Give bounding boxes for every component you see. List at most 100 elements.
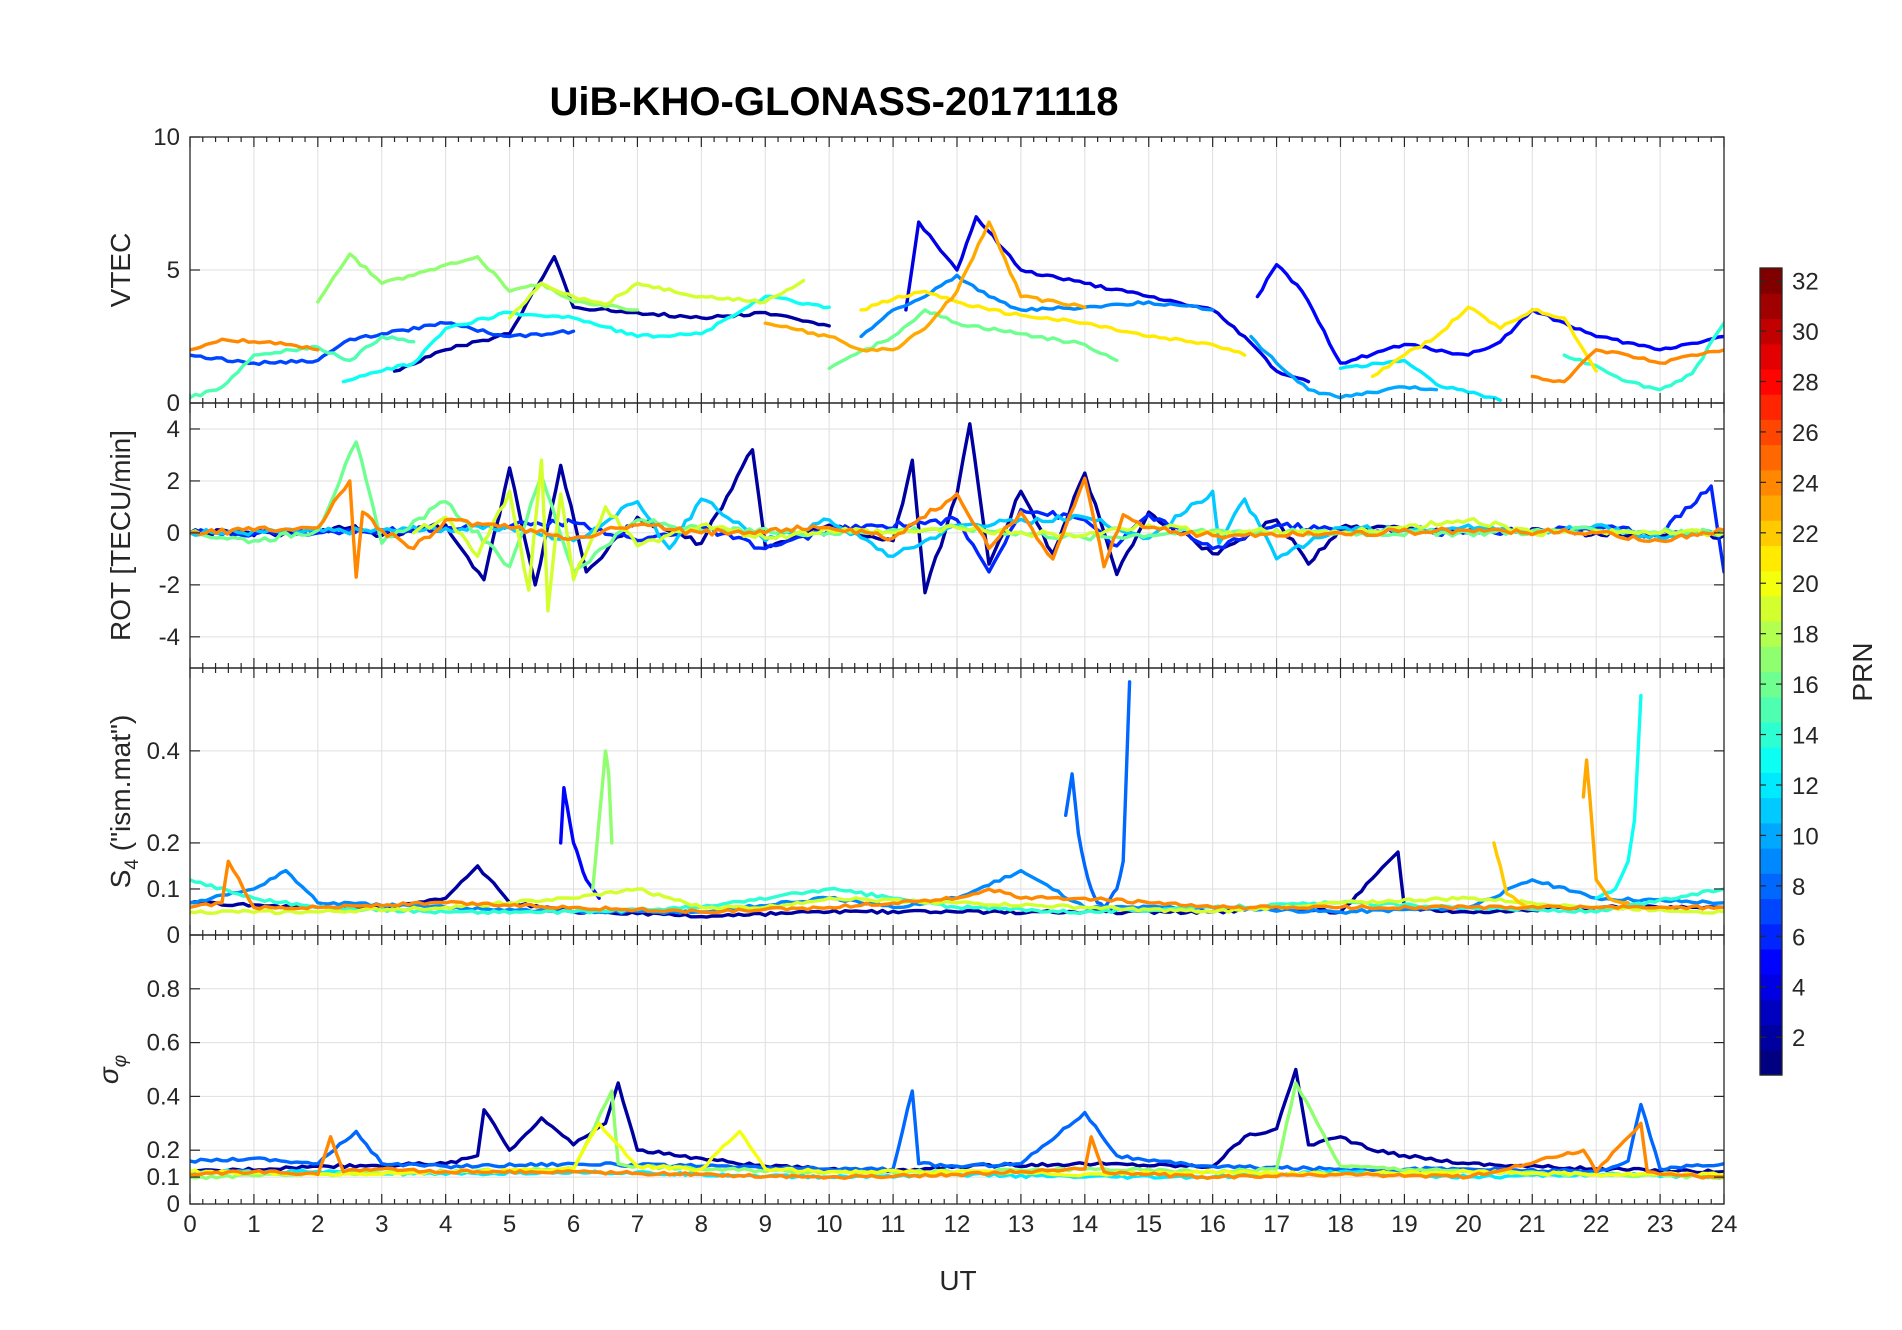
series-prn-13: [341, 294, 831, 384]
colorbar-cell: [1760, 494, 1782, 521]
colorbar-cell: [1760, 268, 1782, 294]
y-tick-label: 10: [153, 124, 180, 151]
colorbar-tick-label: 6: [1792, 924, 1805, 951]
y-tick-label: 0: [167, 520, 180, 547]
colorbar-cell: [1760, 721, 1782, 748]
series-prn-17: [591, 749, 614, 891]
colorbar-tick-label: 24: [1792, 470, 1819, 497]
series-group: [190, 215, 1724, 402]
series-group: [190, 680, 1724, 919]
x-tick-label: 18: [1327, 1211, 1354, 1238]
colorbar-cell: [1760, 923, 1782, 950]
colorbar-cell: [1760, 797, 1782, 824]
series-prn-12: [1338, 358, 1503, 402]
series-prn-13: [1594, 693, 1643, 900]
x-tick-label: 12: [944, 1211, 971, 1238]
colorbar-cell: [1760, 974, 1782, 1000]
series-prn-8: [190, 1089, 1724, 1174]
series-prn-24: [190, 1121, 1724, 1181]
x-tick-label: 19: [1391, 1211, 1418, 1238]
colorbar-cell: [1760, 898, 1782, 925]
colorbar-cell: [1760, 419, 1782, 446]
colorbar-cell: [1760, 343, 1782, 370]
colorbar-cell: [1760, 873, 1782, 900]
series-prn-19: [507, 278, 806, 320]
y-tick-label: 0.6: [147, 1030, 180, 1057]
x-tick-label: 11: [881, 1211, 906, 1238]
colorbar-cell: [1760, 772, 1782, 799]
series-prn-10: [1249, 334, 1439, 400]
y-tick-label: -2: [159, 572, 180, 599]
x-tick-label: 24: [1711, 1211, 1738, 1238]
x-tick-label: 20: [1455, 1211, 1482, 1238]
colorbar-tick-label: 14: [1792, 723, 1819, 750]
x-tick-labels: 0 1 2 3 4 5 6 7 8 9 10 11 12 13 14 15 16 17 18 19 20 21 22 23 24: [183, 1211, 1737, 1238]
y-axis-label: ROT [TECU/min]: [105, 430, 136, 641]
y-tick-label: 0: [167, 1191, 180, 1218]
y-tick-label: 5: [167, 257, 180, 284]
x-tick-label: 4: [439, 1211, 452, 1238]
colorbar-tick-label: 22: [1792, 521, 1819, 548]
colorbar-cell: [1760, 293, 1782, 320]
y-tick-label: 4: [167, 416, 180, 443]
series-prn-4: [904, 215, 1311, 384]
series-prn-11: [190, 489, 1724, 561]
colorbar-cell: [1760, 948, 1782, 975]
panel-2: -4 -2 0 2 4 ROT [TECU/min]: [105, 402, 1725, 669]
colorbar-cell: [1760, 469, 1782, 496]
y-tick-label: 0.2: [147, 830, 180, 857]
series-prn-22: [1492, 841, 1535, 910]
panel-4: 00.10.2 0.4 0.6 0.8 σφ: [93, 934, 1725, 1218]
colorbar-cell: [1760, 570, 1782, 597]
series-prn-2: [190, 850, 1724, 919]
colorbar-tick-label: 26: [1792, 420, 1819, 447]
x-tick-label: 1: [247, 1211, 260, 1238]
series-prn-16: [827, 308, 1119, 371]
x-tick-label: 9: [759, 1211, 772, 1238]
colorbar-cell: [1760, 1049, 1782, 1076]
series-prn-21: [1370, 305, 1598, 379]
series-prn-5: [1255, 263, 1724, 365]
x-tick-label: 22: [1583, 1211, 1610, 1238]
y-axis-label: VTEC: [105, 233, 136, 308]
x-tick-label: 17: [1263, 1211, 1290, 1238]
series-prn-24: [190, 476, 1724, 579]
colorbar-tick-label: 8: [1792, 874, 1805, 901]
series-prn-23: [1581, 758, 1630, 905]
x-tick-label: 16: [1199, 1211, 1226, 1238]
x-tick-label: 13: [1008, 1211, 1035, 1238]
series-prn-21: [859, 289, 1247, 357]
colorbar-cell: [1760, 747, 1782, 773]
series-prn-24: [1530, 348, 1724, 384]
series-prn-24: [190, 859, 1724, 915]
y-tick-label: 0.1: [147, 876, 180, 903]
colorbar-cell: [1760, 999, 1782, 1026]
colorbar-tick-label: 30: [1792, 319, 1819, 346]
colorbar-cell: [1760, 848, 1782, 874]
panel-3: 0 0.1 0.2 0.4S4 ("ism.mat"): [105, 667, 1725, 949]
colorbar-tick-label: 4: [1792, 975, 1805, 1002]
x-tick-label: 23: [1647, 1211, 1674, 1238]
x-tick-label: 6: [567, 1211, 580, 1238]
chart-title: UiB-KHO-GLONASS-20171118: [549, 80, 1118, 124]
series-prn-8: [1063, 680, 1132, 910]
y-axis-label: S4 ("ism.mat"): [105, 715, 143, 889]
colorbar-cell: [1760, 1024, 1782, 1051]
colorbar-cell: [1760, 696, 1782, 723]
x-tick-label: 10: [816, 1211, 843, 1238]
series-prn-15: [190, 334, 416, 400]
series-prn-19: [412, 458, 1724, 613]
colorbar-frame: [1759, 267, 1783, 1076]
series-prn-24: [190, 337, 320, 352]
y-tick-label: -4: [159, 624, 180, 651]
colorbar-tick-label: 28: [1792, 369, 1819, 396]
colorbar-tick-label: 10: [1792, 823, 1819, 850]
series-prn-5: [559, 786, 601, 900]
colorbar-cell: [1760, 671, 1782, 698]
colorbar-label: PRN: [1847, 642, 1878, 701]
series-prn-23: [763, 220, 1087, 353]
panel-1: 0 5 10 VTEC: [105, 124, 1725, 417]
